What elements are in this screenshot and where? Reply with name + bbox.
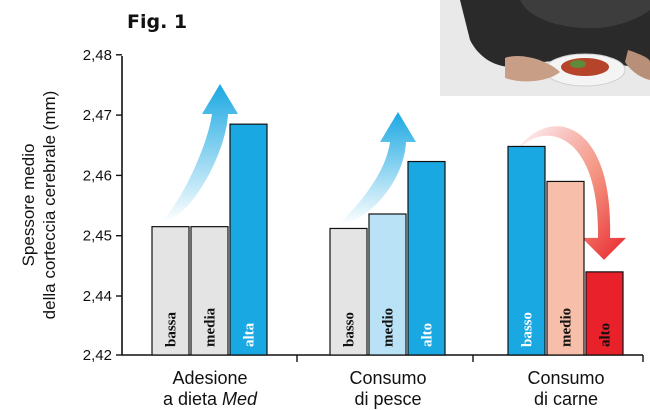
group-label-line-1: Adesione: [172, 368, 247, 388]
bar: [585, 271, 624, 356]
bar: [507, 145, 546, 356]
bar: [190, 226, 229, 356]
bar: [546, 180, 585, 356]
bar-label: alto: [598, 323, 614, 347]
group-label-line-2: a dieta Med: [163, 389, 258, 409]
group-label-line-2: di carne: [534, 389, 598, 409]
y-tick-label: 2,48: [83, 47, 112, 64]
group-label-line-1: Consumo: [527, 368, 604, 388]
trend-arrow-up-icon: [160, 84, 238, 223]
bar: [151, 226, 190, 356]
bar-label: alta: [242, 322, 258, 347]
bar: [368, 213, 407, 356]
group-label-line-2: di pesce: [354, 389, 421, 409]
bar-label: bassa: [164, 311, 180, 347]
bar-label: basso: [520, 312, 536, 347]
group-label-line-1: Consumo: [349, 368, 426, 388]
y-tick-label: 2,45: [83, 228, 112, 245]
bar-label: basso: [342, 312, 358, 347]
trend-arrow-down-icon: [514, 126, 626, 260]
group-label-italic: Med: [222, 389, 258, 409]
y-tick-label: 2,46: [83, 167, 112, 184]
bar-label: media: [203, 307, 219, 347]
trend-arrow-up-icon: [338, 112, 416, 225]
y-tick-label: 2,47: [83, 107, 112, 124]
y-tick-label: 2,42: [83, 347, 112, 364]
bar-label: medio: [381, 308, 397, 347]
photo-person-with-plate: [440, 0, 650, 96]
bar: [407, 160, 446, 356]
y-axis-label-line-1: Spessore medio: [19, 144, 38, 267]
bar-label: alto: [420, 323, 436, 347]
figure-title: Fig. 1: [127, 11, 187, 33]
bar: [329, 227, 368, 356]
bar: [229, 123, 268, 356]
y-tick-label: 2,44: [83, 288, 112, 305]
y-axis-label-line-2: della corteccia cerebrale (mm): [40, 91, 59, 320]
bar-label: medio: [559, 308, 575, 347]
